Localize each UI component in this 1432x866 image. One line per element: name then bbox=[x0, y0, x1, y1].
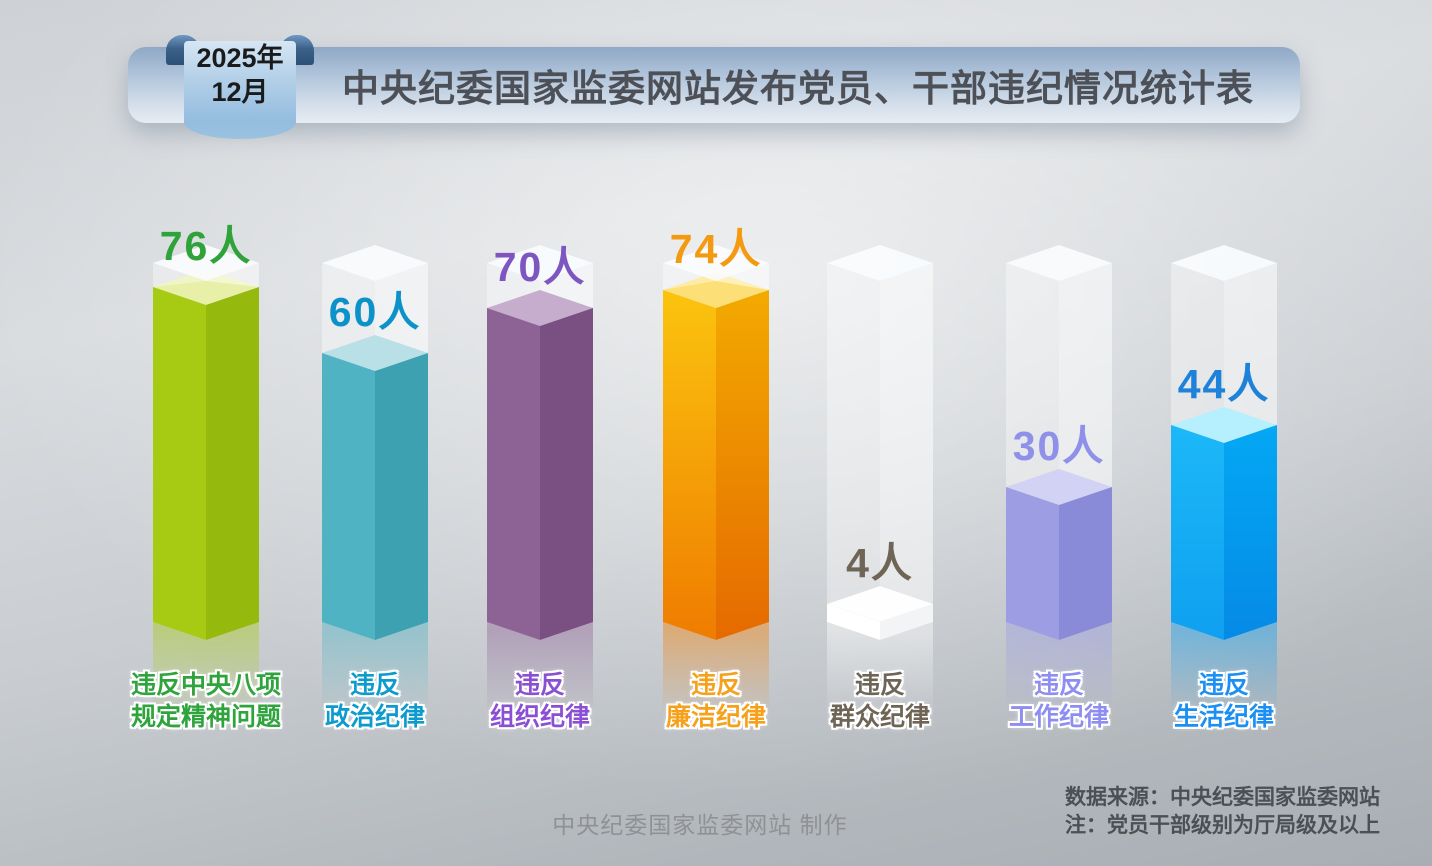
bar-reflection bbox=[322, 622, 428, 740]
category-label: 违反 生活纪律 bbox=[1064, 669, 1384, 733]
category-label-line: 规定精神问题 bbox=[130, 703, 281, 731]
glass-right-face bbox=[1059, 263, 1112, 487]
date-month: 12月 bbox=[211, 77, 269, 107]
category-label-line: 政治纪律 bbox=[324, 703, 425, 731]
fill-left-face bbox=[322, 353, 375, 640]
date-year: 2025年 bbox=[196, 43, 284, 73]
glass-left-face bbox=[827, 263, 880, 604]
value-label: 60人 bbox=[328, 289, 422, 335]
glass-right-face bbox=[375, 263, 428, 353]
bar-1: 76人违反中央八项 规定精神问题 bbox=[131, 0, 281, 866]
note-text: 注：党员干部级别为厅局级及以上 bbox=[1065, 814, 1380, 837]
fill-right-face bbox=[1224, 425, 1277, 640]
source-note-block: 数据来源：中央纪委国家监委网站 注：党员干部级别为厅局级及以上 bbox=[1065, 784, 1425, 840]
fill-left-face bbox=[1006, 487, 1059, 640]
bar-reflection bbox=[153, 622, 259, 740]
value-label: 4人 bbox=[846, 540, 914, 586]
glass-right-face bbox=[880, 263, 933, 604]
bar-3: 70人违反组织纪律 bbox=[487, 0, 593, 866]
fill-left-face bbox=[487, 308, 540, 640]
value-label: 44人 bbox=[1177, 361, 1271, 407]
category-label-line: 群众纪律 bbox=[829, 703, 930, 731]
fill-right-face bbox=[375, 353, 428, 640]
glass-right-face bbox=[1224, 263, 1277, 425]
glass-left-face bbox=[322, 263, 375, 353]
category-label: 违反 廉洁纪律 bbox=[556, 669, 876, 733]
value-label: 70人 bbox=[493, 244, 587, 290]
bar-7: 44人违反生活纪律 bbox=[1171, 0, 1277, 866]
bar-reflection bbox=[1006, 622, 1112, 740]
bar-5: 4人违反群众纪律 bbox=[827, 0, 933, 866]
category-label: 违反 组织纪律 bbox=[380, 669, 700, 733]
value-label: 76人 bbox=[159, 223, 253, 269]
bar-6: 30人违反工作纪律 bbox=[1006, 0, 1112, 866]
credit-text: 中央纪委国家监委网站 制作 bbox=[552, 812, 848, 838]
fill-left-face bbox=[153, 287, 206, 640]
category-label-line: 违反中央八项 bbox=[130, 671, 281, 699]
bar-2: 60人违反政治纪律 bbox=[322, 0, 428, 866]
fill-right-face bbox=[540, 308, 593, 640]
bar-reflection bbox=[1171, 622, 1277, 740]
value-label: 74人 bbox=[669, 226, 763, 272]
category-label: 违反 群众纪律 bbox=[720, 669, 1040, 733]
bar-reflection bbox=[827, 622, 933, 740]
category-label-line: 违反 bbox=[1198, 671, 1249, 699]
date-label: 2025年 12月 bbox=[166, 41, 314, 109]
fill-right-face bbox=[716, 290, 769, 640]
category-label: 违反 工作纪律 bbox=[899, 669, 1219, 733]
category-label-line: 廉洁纪律 bbox=[665, 703, 766, 731]
category-label-line: 违反 bbox=[854, 671, 905, 699]
ribbon-body-arc bbox=[184, 122, 296, 139]
category-label-line: 违反 bbox=[514, 671, 565, 699]
fill-left-face bbox=[663, 290, 716, 640]
page-title: 中央纪委国家监委网站发布党员、干部违纪情况统计表 bbox=[342, 68, 1254, 109]
category-label-line: 工作纪律 bbox=[1008, 703, 1109, 731]
ribbon-body bbox=[184, 41, 296, 123]
category-label-line: 生活纪律 bbox=[1173, 703, 1274, 731]
category-label-line: 违反 bbox=[349, 671, 400, 699]
fill-right-face bbox=[206, 287, 259, 640]
fill-left-face bbox=[1171, 425, 1224, 640]
data-source-text: 数据来源：中央纪委国家监委网站 bbox=[1065, 786, 1380, 809]
category-label: 违反中央八项 规定精神问题 bbox=[46, 669, 366, 733]
fill-right-face bbox=[1059, 487, 1112, 640]
category-label-line: 组织纪律 bbox=[489, 703, 590, 731]
bar-reflection bbox=[663, 622, 769, 740]
bar-4: 74人违反廉洁纪律 bbox=[663, 0, 769, 866]
date-ribbon: 2025年 12月 bbox=[166, 33, 314, 139]
category-label: 违反 政治纪律 bbox=[215, 669, 535, 733]
value-label: 30人 bbox=[1012, 423, 1106, 469]
glass-left-face bbox=[1171, 263, 1224, 425]
header-banner: 中央纪委国家监委网站发布党员、干部违纪情况统计表 bbox=[128, 47, 1300, 123]
category-label-line: 违反 bbox=[1033, 671, 1084, 699]
category-label-line: 违反 bbox=[690, 671, 741, 699]
bar-reflection bbox=[487, 622, 593, 740]
glass-left-face bbox=[1006, 263, 1059, 487]
